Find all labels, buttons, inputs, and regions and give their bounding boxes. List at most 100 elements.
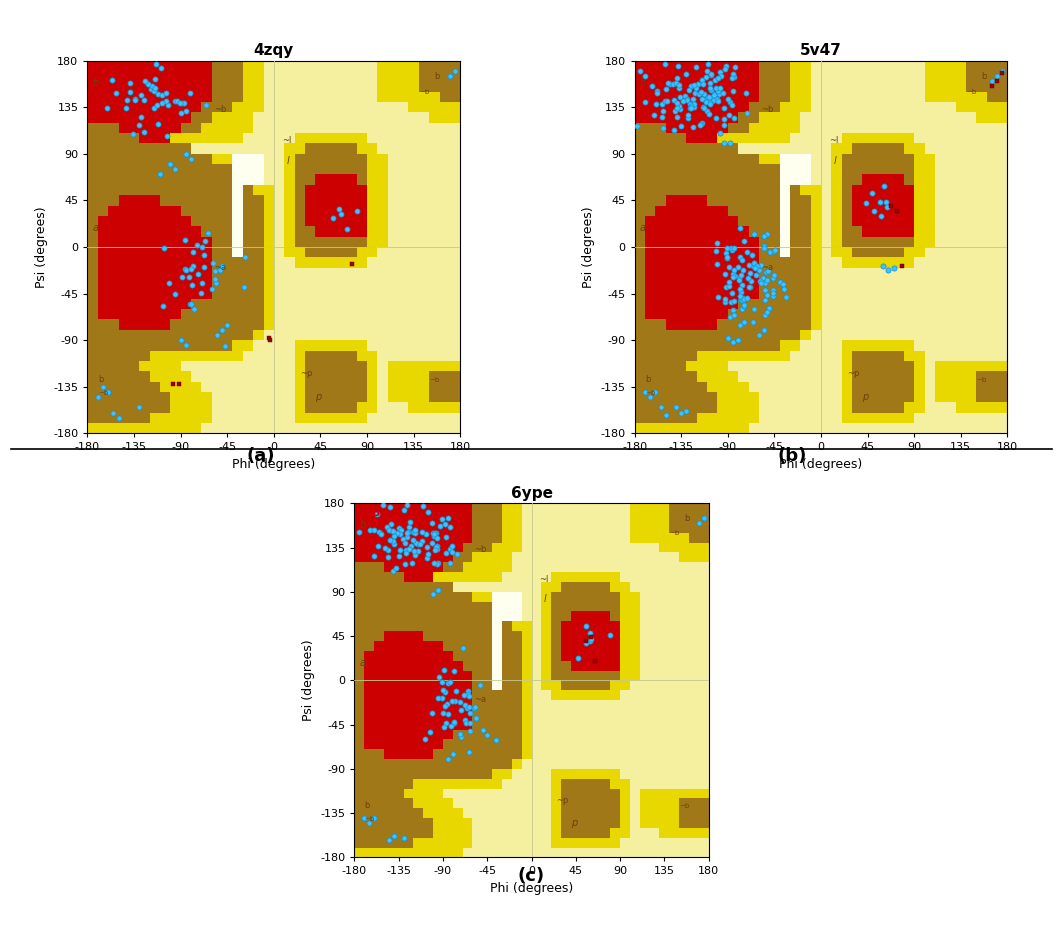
Point: [438, 716, 455, 731]
Point: [740, 280, 757, 295]
Bar: [610, 562, 620, 572]
Bar: [408, 133, 419, 144]
Bar: [635, 371, 645, 381]
Bar: [316, 371, 325, 381]
Bar: [770, 195, 779, 206]
Point: [184, 259, 201, 274]
Bar: [483, 828, 492, 838]
Bar: [87, 61, 98, 71]
Bar: [440, 340, 450, 350]
Bar: [945, 81, 956, 91]
Bar: [689, 651, 698, 661]
Bar: [689, 720, 698, 730]
Bar: [707, 267, 718, 278]
Bar: [212, 195, 222, 206]
Point: [720, 331, 737, 346]
Bar: [423, 631, 433, 641]
Bar: [414, 611, 423, 622]
Point: [193, 276, 210, 291]
Bar: [883, 81, 894, 91]
Point: [718, 280, 735, 295]
Bar: [511, 661, 522, 670]
Point: [441, 674, 458, 689]
Bar: [655, 340, 665, 350]
Bar: [759, 340, 770, 350]
Bar: [779, 247, 790, 257]
Bar: [384, 523, 393, 533]
Bar: [976, 257, 986, 267]
Bar: [800, 71, 811, 81]
Bar: [274, 403, 284, 413]
Bar: [790, 206, 800, 216]
Bar: [997, 361, 1008, 371]
Point: [642, 390, 659, 404]
Bar: [201, 309, 212, 320]
Bar: [393, 641, 404, 651]
Bar: [108, 185, 119, 195]
Bar: [904, 102, 914, 113]
Bar: [98, 226, 108, 237]
Bar: [365, 749, 374, 759]
Bar: [365, 739, 374, 749]
Bar: [956, 113, 966, 123]
Bar: [377, 320, 388, 330]
Bar: [862, 330, 873, 340]
Bar: [748, 61, 759, 71]
Bar: [659, 602, 670, 611]
Bar: [571, 582, 580, 592]
Bar: [305, 247, 316, 257]
Point: [406, 548, 423, 563]
Bar: [997, 247, 1008, 257]
Bar: [502, 847, 511, 857]
Bar: [738, 423, 748, 433]
Bar: [384, 749, 393, 759]
Bar: [472, 542, 483, 553]
Bar: [305, 423, 316, 433]
Bar: [687, 91, 696, 102]
Bar: [670, 651, 679, 661]
Bar: [986, 102, 997, 113]
Bar: [274, 237, 284, 247]
Bar: [129, 102, 139, 113]
Point: [426, 555, 443, 570]
Bar: [698, 847, 709, 857]
Bar: [904, 320, 914, 330]
Bar: [374, 691, 384, 700]
Bar: [759, 350, 770, 361]
Bar: [284, 257, 294, 267]
Bar: [831, 257, 842, 267]
Bar: [561, 514, 571, 523]
Bar: [894, 361, 904, 371]
Point: [736, 233, 753, 248]
Bar: [404, 808, 414, 818]
Bar: [354, 661, 365, 670]
Bar: [98, 309, 108, 320]
Bar: [659, 691, 670, 700]
Bar: [139, 340, 150, 350]
Bar: [354, 739, 365, 749]
Bar: [119, 144, 129, 154]
Bar: [462, 523, 472, 533]
Point: [671, 77, 688, 92]
Bar: [98, 288, 108, 299]
Bar: [853, 237, 862, 247]
Bar: [453, 661, 462, 670]
Bar: [233, 247, 242, 257]
Point: [435, 706, 452, 720]
Bar: [689, 661, 698, 670]
Bar: [423, 622, 433, 631]
Bar: [98, 423, 108, 433]
Bar: [284, 113, 294, 123]
Bar: [443, 602, 453, 611]
Point: [361, 523, 378, 538]
Bar: [591, 799, 601, 808]
Bar: [170, 330, 181, 340]
Bar: [367, 91, 377, 102]
Text: ~l: ~l: [829, 136, 839, 145]
Bar: [483, 661, 492, 670]
Bar: [408, 320, 419, 330]
Bar: [170, 403, 181, 413]
Bar: [294, 144, 305, 154]
Bar: [935, 257, 945, 267]
Bar: [601, 611, 610, 622]
